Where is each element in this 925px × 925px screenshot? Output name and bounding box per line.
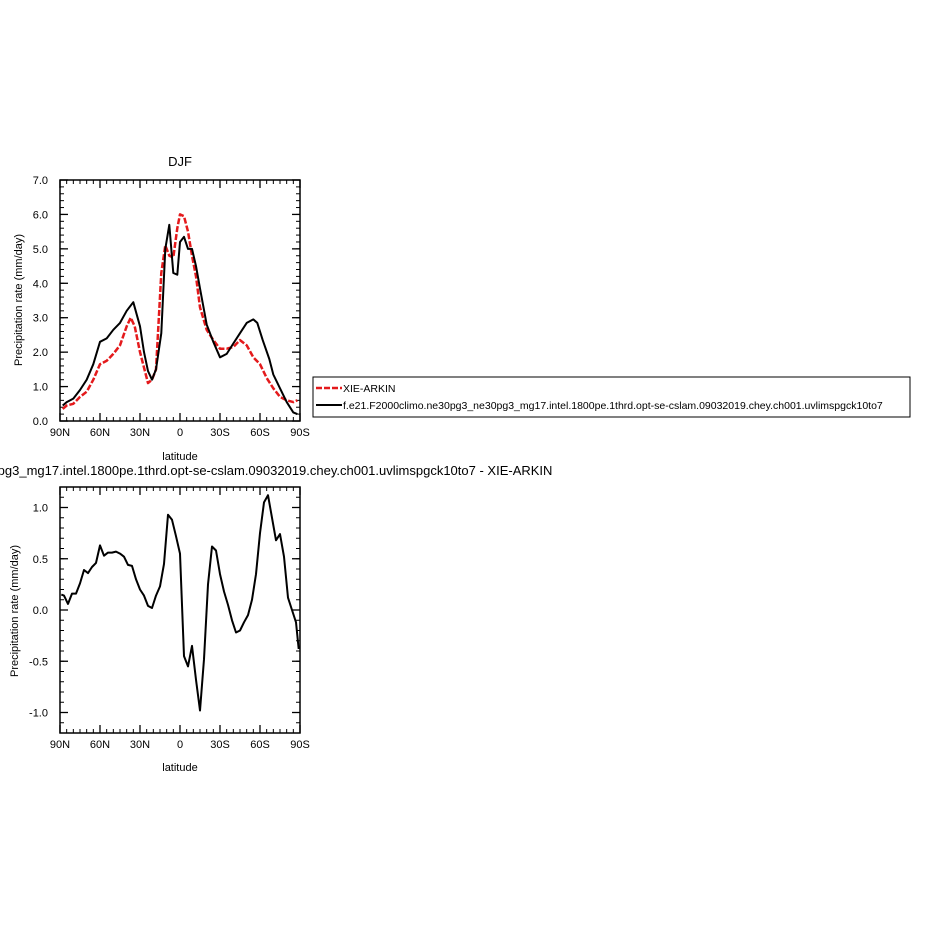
x-tick-label: 90S (290, 739, 310, 751)
x-tick-label: 90N (50, 739, 70, 751)
x-tick-label: 30S (210, 427, 230, 439)
plot-frame (59, 179, 301, 422)
x-tick-label: 60S (250, 427, 270, 439)
y-tick-label: 5.0 (33, 244, 48, 256)
chart-title: f.e21.F2000climo.ne30pg3_ne30pg3_mg17.in… (0, 463, 552, 478)
legend-box (312, 376, 911, 418)
x-tick-label: 30S (210, 739, 230, 751)
legend: XIE-ARKIN f.e21.F2000climo.ne30pg3_ne30p… (312, 376, 911, 418)
plot-frame (59, 486, 301, 734)
y-tick-label: 0.0 (33, 605, 48, 617)
x-tick-label: 30N (130, 427, 150, 439)
x-tick-label: 0 (177, 739, 183, 751)
y-axis-label: Precipitation rate (mm/day) (9, 545, 21, 677)
y-tick-label: 1.0 (33, 503, 48, 515)
x-axis-label: latitude (162, 451, 197, 463)
x-axis-label: latitude (162, 762, 197, 774)
y-tick-label: 2.0 (33, 347, 48, 359)
series-line-model (62, 223, 298, 416)
difference-panel: f.e21.F2000climo.ne30pg3_ne30pg3_mg17.in… (0, 463, 552, 774)
y-tick-label: 7.0 (33, 175, 48, 187)
y-tick-label: 4.0 (33, 278, 48, 290)
legend-label-xie-arkin: XIE-ARKIN (343, 383, 396, 395)
series-line-difference (60, 494, 300, 712)
legend-label-model: f.e21.F2000climo.ne30pg3_ne30pg3_mg17.in… (343, 400, 883, 412)
x-tick-label: 60N (90, 739, 110, 751)
x-tick-label: 60N (90, 427, 110, 439)
chart-title: DJF (168, 154, 192, 169)
y-axis-label: Precipitation rate (mm/day) (13, 234, 25, 366)
y-tick-label: 0.5 (33, 554, 48, 566)
climatology-panel: DJF Precipitation rate (mm/day) latitude… (13, 154, 310, 463)
x-tick-label: 0 (177, 427, 183, 439)
x-tick-label: 60S (250, 739, 270, 751)
y-tick-label: 3.0 (33, 313, 48, 325)
y-tick-label: 6.0 (33, 209, 48, 221)
x-tick-label: 90N (50, 427, 70, 439)
x-tick-label: 30N (130, 739, 150, 751)
x-tick-label: 90S (290, 427, 310, 439)
y-tick-label: -1.0 (29, 708, 48, 720)
y-tick-label: 1.0 (33, 382, 48, 394)
y-tick-label: 0.0 (33, 416, 48, 428)
series-line-xie-arkin (61, 213, 298, 410)
y-tick-label: -0.5 (29, 656, 48, 668)
